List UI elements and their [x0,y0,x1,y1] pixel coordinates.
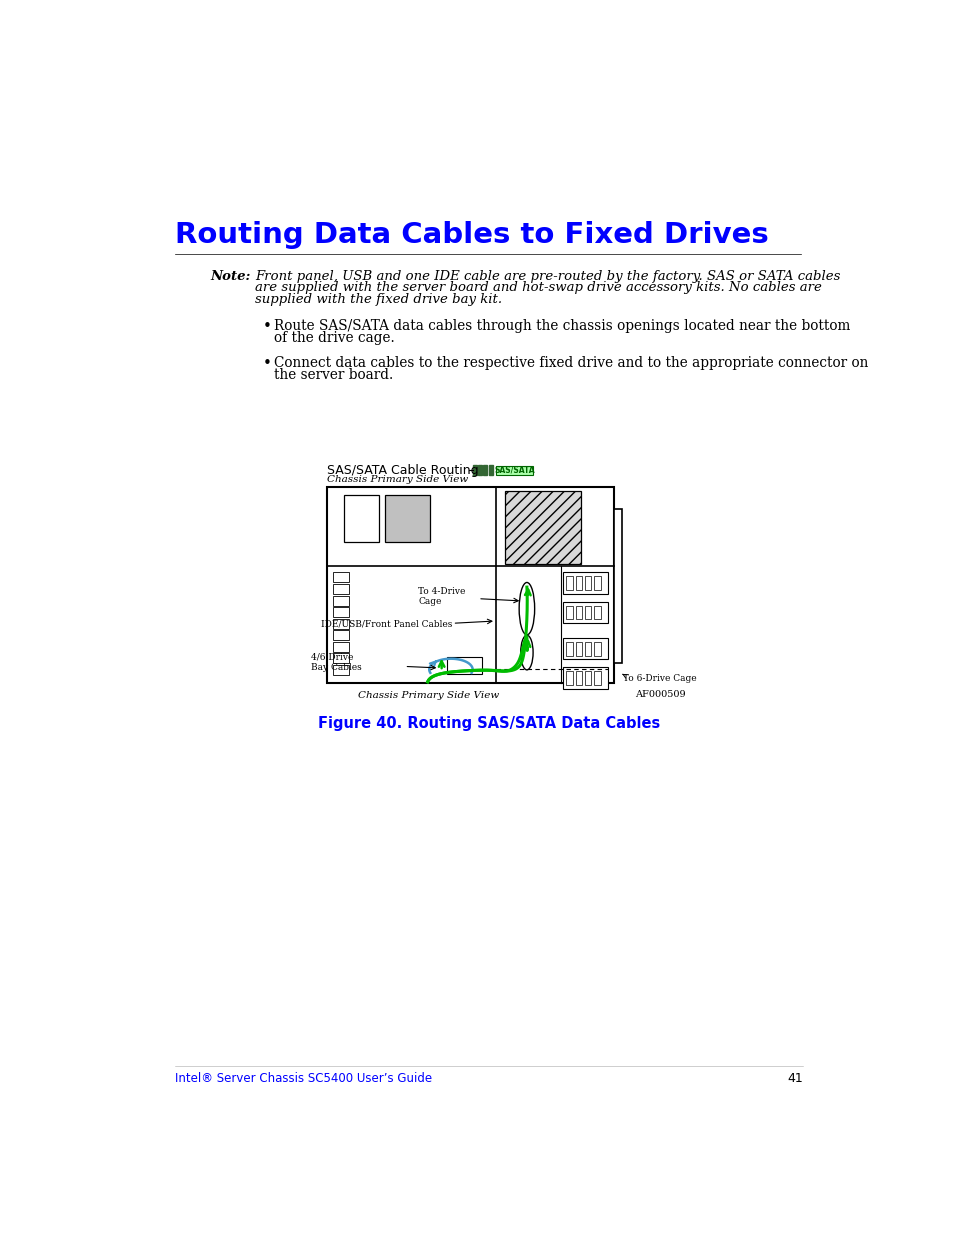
Text: Connect data cables to the respective fixed drive and to the appropriate connect: Connect data cables to the respective fi… [274,356,868,370]
FancyBboxPatch shape [496,466,533,474]
Bar [483,464,487,475]
Bar [613,509,621,662]
Bar [477,464,481,475]
Text: To 4-Drive
Cage: To 4-Drive Cage [418,587,465,606]
Bar [333,608,348,618]
Bar [562,638,608,659]
Text: 4/6 Drive
Bay Cables: 4/6 Drive Bay Cables [311,652,362,672]
Text: Figure 40. Routing SAS/SATA Data Cables: Figure 40. Routing SAS/SATA Data Cables [317,716,659,731]
Text: SAS/SATA Cable Routing: SAS/SATA Cable Routing [327,464,478,477]
Bar [562,601,608,624]
Bar [566,577,572,590]
Bar [333,619,348,629]
Bar [594,642,599,656]
Bar [472,464,476,475]
Bar [327,487,613,683]
Bar [385,495,430,542]
Text: 41: 41 [786,1072,802,1086]
Bar [333,573,348,583]
Bar [333,664,348,674]
Bar [584,605,591,620]
Text: •: • [262,319,272,335]
Bar [575,671,581,685]
Bar [562,667,608,689]
Text: •: • [262,356,272,370]
Bar [575,577,581,590]
Text: Route SAS/SATA data cables through the chassis openings located near the bottom: Route SAS/SATA data cables through the c… [274,319,850,333]
Bar [344,495,378,542]
Bar [575,605,581,620]
Bar [584,671,591,685]
Bar [584,642,591,656]
Bar [562,573,608,594]
Bar [333,584,348,594]
Bar [488,464,493,475]
Bar [505,490,580,564]
Bar [584,577,591,590]
Text: IDE/USB/Front Panel Cables: IDE/USB/Front Panel Cables [320,620,452,629]
Bar [594,577,599,590]
Bar [333,642,348,652]
Text: supplied with the fixed drive bay kit.: supplied with the fixed drive bay kit. [254,293,501,306]
Bar [566,671,572,685]
Bar [333,595,348,605]
Bar [566,605,572,620]
Text: Intel® Server Chassis SC5400 User’s Guide: Intel® Server Chassis SC5400 User’s Guid… [174,1072,432,1086]
Text: Note:: Note: [211,270,251,283]
Text: Routing Data Cables to Fixed Drives: Routing Data Cables to Fixed Drives [174,221,768,249]
Text: Front panel, USB and one IDE cable are pre-routed by the factory. SAS or SATA ca: Front panel, USB and one IDE cable are p… [254,270,840,283]
Text: To 6-Drive Cage: To 6-Drive Cage [622,674,696,683]
Ellipse shape [520,635,533,669]
Bar [333,630,348,640]
Bar [594,671,599,685]
Text: Chassis Primary Side View: Chassis Primary Side View [357,692,498,700]
Ellipse shape [518,583,534,635]
Text: AF000509: AF000509 [635,689,685,699]
Bar [575,642,581,656]
Text: SAS/SATA: SAS/SATA [494,466,535,475]
Text: of the drive cage.: of the drive cage. [274,331,395,345]
Bar [447,657,481,674]
Bar [566,642,572,656]
Bar [333,653,348,663]
Text: the server board.: the server board. [274,368,393,382]
Text: are supplied with the server board and hot-swap drive accessory kits. No cables : are supplied with the server board and h… [254,282,821,294]
Bar [594,605,599,620]
Text: Chassis Primary Side View: Chassis Primary Side View [327,474,468,484]
